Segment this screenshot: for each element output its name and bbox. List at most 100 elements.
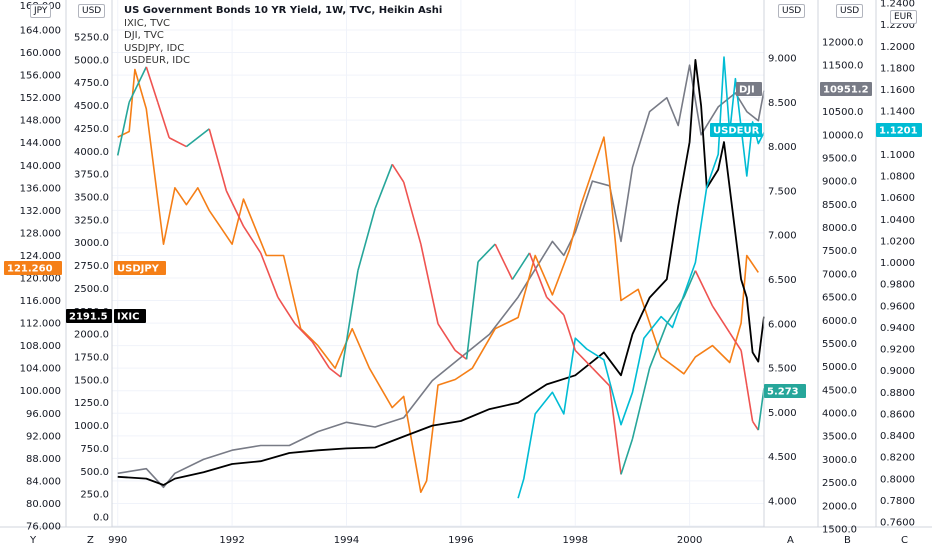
x-tick-label: 1998	[563, 535, 588, 546]
axis-letter-b[interactable]: B	[844, 535, 851, 546]
tick-label-ixic: 3000.0	[74, 238, 109, 249]
tick-label-bond: 4.500	[768, 452, 797, 463]
bond-yield-segment	[242, 225, 262, 254]
tick-label-jpy: 80.000	[26, 499, 61, 510]
tick-label-eur: 0.9600	[880, 301, 915, 312]
axis-letter-a[interactable]: A	[787, 535, 794, 546]
badge-usdeur-name-bg	[710, 123, 762, 137]
bond-yield-segment	[608, 385, 622, 475]
bond-yield-segment	[563, 314, 577, 351]
tick-label-eur: 1.0000	[880, 258, 915, 269]
tick-label-eur: 0.8000	[880, 474, 915, 485]
bond-yield-segment	[156, 102, 170, 138]
tick-label-eur: 0.9400	[880, 323, 915, 334]
bond-yield-segment	[128, 66, 148, 103]
bond-yield-segment	[225, 190, 245, 227]
axis-letter-z[interactable]: Z	[87, 535, 94, 546]
tick-label-ixic: 2000.0	[74, 330, 109, 341]
unit-label-bond[interactable]: USD	[778, 4, 806, 18]
x-tick-label: 2000	[677, 535, 702, 546]
tick-label-jpy: 112.000	[20, 319, 61, 330]
badge-usdjpy-name: USDJPY	[117, 264, 160, 275]
tick-label-bond: 7.500	[768, 186, 797, 197]
bond-yield-segment	[494, 243, 514, 280]
tick-label-bond: 4.000	[768, 497, 797, 508]
bond-yield-segment	[694, 270, 714, 307]
tick-label-eur: 1.0800	[880, 172, 915, 183]
tick-label-ixic: 1500.0	[74, 375, 109, 386]
bond-yield-segment	[666, 296, 685, 325]
badge-usdjpy-value: 121.260	[7, 264, 53, 275]
tick-label-ixic: 1750.0	[74, 353, 109, 364]
bond-yield-segment	[546, 296, 565, 316]
bond-yield-segment	[648, 323, 668, 369]
tick-label-ixic: 0.0	[93, 513, 109, 524]
tick-label-eur: 0.7600	[880, 518, 915, 529]
x-tick-label: 1996	[448, 535, 473, 546]
bond-yield-segment	[294, 323, 313, 343]
tick-label-jpy: 120.000	[20, 274, 61, 285]
bond-yield-segment	[465, 261, 479, 360]
badge-ixic-value: 2191.5	[69, 312, 108, 323]
x-tick-label: 1994	[334, 535, 359, 546]
tick-label-eur: 1.2400	[880, 0, 915, 10]
unit-label-jpy[interactable]: JPY	[30, 4, 52, 18]
badge-ixic-value-bg	[66, 309, 112, 323]
tick-label-ixic: 4000.0	[74, 147, 109, 158]
bond-yield-segment	[328, 367, 342, 378]
bond-yield-segment	[477, 243, 496, 263]
tick-label-dji: 8000.0	[822, 223, 857, 234]
bond-yield-segment	[454, 349, 468, 360]
tick-label-dji: 6000.0	[822, 316, 857, 327]
bond-yield-segment	[339, 270, 359, 378]
axis-letter-y[interactable]: Y	[30, 535, 37, 546]
bond-yield-segment	[631, 367, 651, 440]
tick-label-eur: 1.1000	[880, 150, 915, 161]
tick-label-jpy: 76.000	[26, 522, 61, 533]
chart-legend: US Government Bonds 10 YR Yield, 1W, TVC…	[124, 5, 442, 68]
tick-label-jpy: 140.000	[20, 161, 61, 172]
axis-letter-c[interactable]: C	[901, 535, 908, 546]
legend-row-usdjpy: USDJPY, IDC	[124, 42, 185, 54]
tick-label-dji: 4000.0	[822, 409, 857, 420]
tick-label-dji: 6500.0	[822, 293, 857, 304]
tick-label-jpy: 156.000	[20, 71, 61, 82]
badge-dji-value-bg	[820, 82, 872, 96]
tick-label-dji: 7500.0	[822, 246, 857, 257]
tick-label-jpy: 124.000	[20, 251, 61, 262]
tick-label-eur: 0.8800	[880, 388, 915, 399]
bond-yield-segment	[740, 350, 748, 386]
series-line-dji	[117, 64, 765, 489]
bond-yield-segment	[168, 137, 187, 148]
tick-label-jpy: 116.000	[20, 296, 61, 307]
tick-label-ixic: 2750.0	[74, 261, 109, 272]
tick-label-eur: 0.9000	[880, 366, 915, 377]
unit-label-eur[interactable]: EUR	[890, 10, 917, 24]
legend-row-ixic: IXIC, TVC	[124, 17, 171, 29]
badge-dji-name-bg	[736, 82, 762, 96]
unit-label-dji[interactable]: USD	[836, 4, 864, 18]
tick-label-jpy: 88.000	[26, 454, 61, 465]
unit-label-ixic[interactable]: USD	[78, 4, 106, 18]
bond-yield-segment	[511, 252, 531, 280]
tick-label-eur: 1.1400	[880, 107, 915, 118]
price-badges: 121.260 USDJPY 2191.5 IXIC DJI 10951.2 USDEUR 1…	[4, 82, 922, 398]
tick-label-jpy: 132.000	[20, 206, 61, 217]
bond-yield-segment	[311, 341, 331, 369]
plot-area	[116, 56, 765, 499]
badge-usdjpy-name-bg	[114, 261, 166, 275]
bond-yield-segment	[757, 388, 765, 431]
tick-label-eur: 0.9200	[880, 345, 915, 356]
bond-yield-segment	[574, 349, 593, 369]
legend-row-dji: DJI, TVC	[124, 30, 164, 41]
tick-label-dji: 1500.0	[822, 525, 857, 536]
tick-label-ixic: 1250.0	[74, 398, 109, 409]
x-tick-label: 990	[108, 535, 127, 546]
tick-label-eur: 1.1600	[880, 85, 915, 96]
tick-label-jpy: 136.000	[20, 183, 61, 194]
tick-label-jpy: 100.000	[20, 386, 61, 397]
series-line-usdjpy	[117, 68, 759, 494]
tick-label-bond: 6.500	[768, 275, 797, 286]
bond-yield-segment	[116, 102, 130, 156]
tick-label-ixic: 1000.0	[74, 421, 109, 432]
